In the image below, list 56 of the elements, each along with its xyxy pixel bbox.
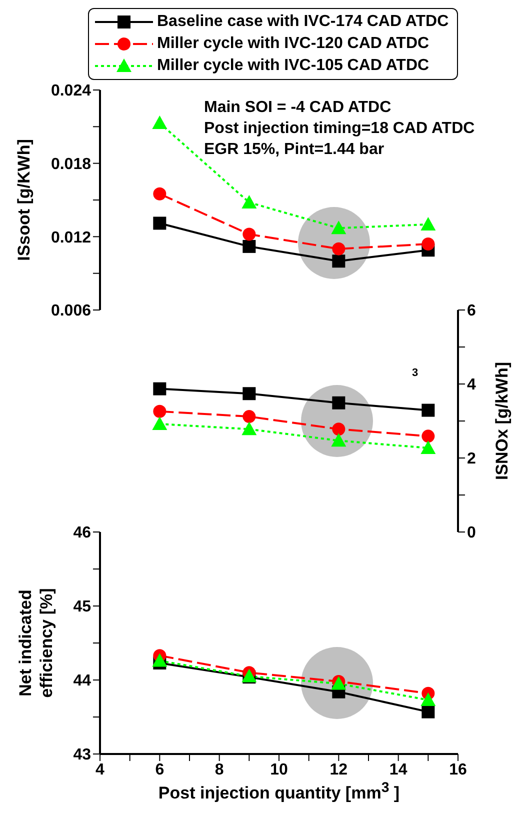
y2-tick-label: 4 (467, 376, 476, 394)
y-tick-label: 0.018 (50, 156, 92, 174)
point (420, 216, 436, 230)
y2-tick-label: 0 (467, 524, 476, 542)
point (153, 404, 166, 418)
annotation: Post injection timing=18 CAD ATDC (204, 119, 475, 139)
legend-label: Miller cycle with IVC-120 CAD ATDC (157, 35, 430, 53)
y2-axis-title: ISNOx [g/kWh] (492, 360, 512, 482)
point (422, 705, 435, 718)
x-axis-title: Post injection quantity [mm$^{3}$ ] (157, 780, 401, 804)
point (332, 242, 346, 256)
y-tick-label: 44 (73, 672, 92, 690)
y-axis-title: ISsoot [g/KWh] (14, 138, 34, 263)
y-tick-label: 45 (73, 598, 92, 616)
point (152, 116, 168, 129)
point (332, 422, 346, 436)
point (153, 216, 166, 230)
y2-tick-label: 2 (467, 450, 476, 468)
annotation: EGR 15%, Pint=1.44 bar (204, 140, 386, 160)
annotation: Main SOI = -4 CAD ATDC (204, 98, 392, 118)
point (242, 422, 257, 436)
point (242, 410, 256, 424)
point (242, 387, 256, 400)
x-tick-label: 4 (96, 761, 105, 778)
point (152, 653, 168, 667)
point (420, 440, 436, 454)
legend-label: Baseline case with IVC-174 CAD ATDC (157, 13, 449, 31)
point (420, 692, 436, 706)
point (422, 404, 435, 417)
point (242, 194, 257, 208)
point (152, 416, 168, 430)
point (242, 228, 256, 241)
point (331, 433, 346, 447)
y-tick-label: 0.006 (50, 302, 92, 320)
x-tick-label: 16 (449, 761, 467, 778)
point (153, 382, 166, 396)
x-tick-label: 12 (330, 761, 348, 778)
point (422, 430, 435, 443)
y-tick-label: 43 (73, 746, 92, 764)
y-tick-label: 46 (73, 524, 92, 542)
x-tick-label: 6 (155, 761, 164, 778)
y-tick-label: 0.024 (50, 82, 92, 100)
point (153, 187, 166, 200)
y-tick-label: 0.012 (50, 229, 92, 246)
y2-tick-label: 6 (467, 302, 476, 320)
x-tick-label: 8 (214, 761, 224, 778)
legend-label: Miller cycle with IVC-105 CAD ATDC (157, 57, 430, 75)
point (331, 220, 346, 234)
point (332, 396, 346, 410)
x-tick-label: 10 (270, 761, 288, 778)
y-axis-title: Net indicated efficiency [%] (15, 587, 57, 700)
x-tick-label: 14 (389, 761, 408, 778)
point (242, 240, 256, 253)
point (422, 238, 435, 250)
annotation: 3 (412, 366, 418, 381)
point (332, 254, 346, 268)
